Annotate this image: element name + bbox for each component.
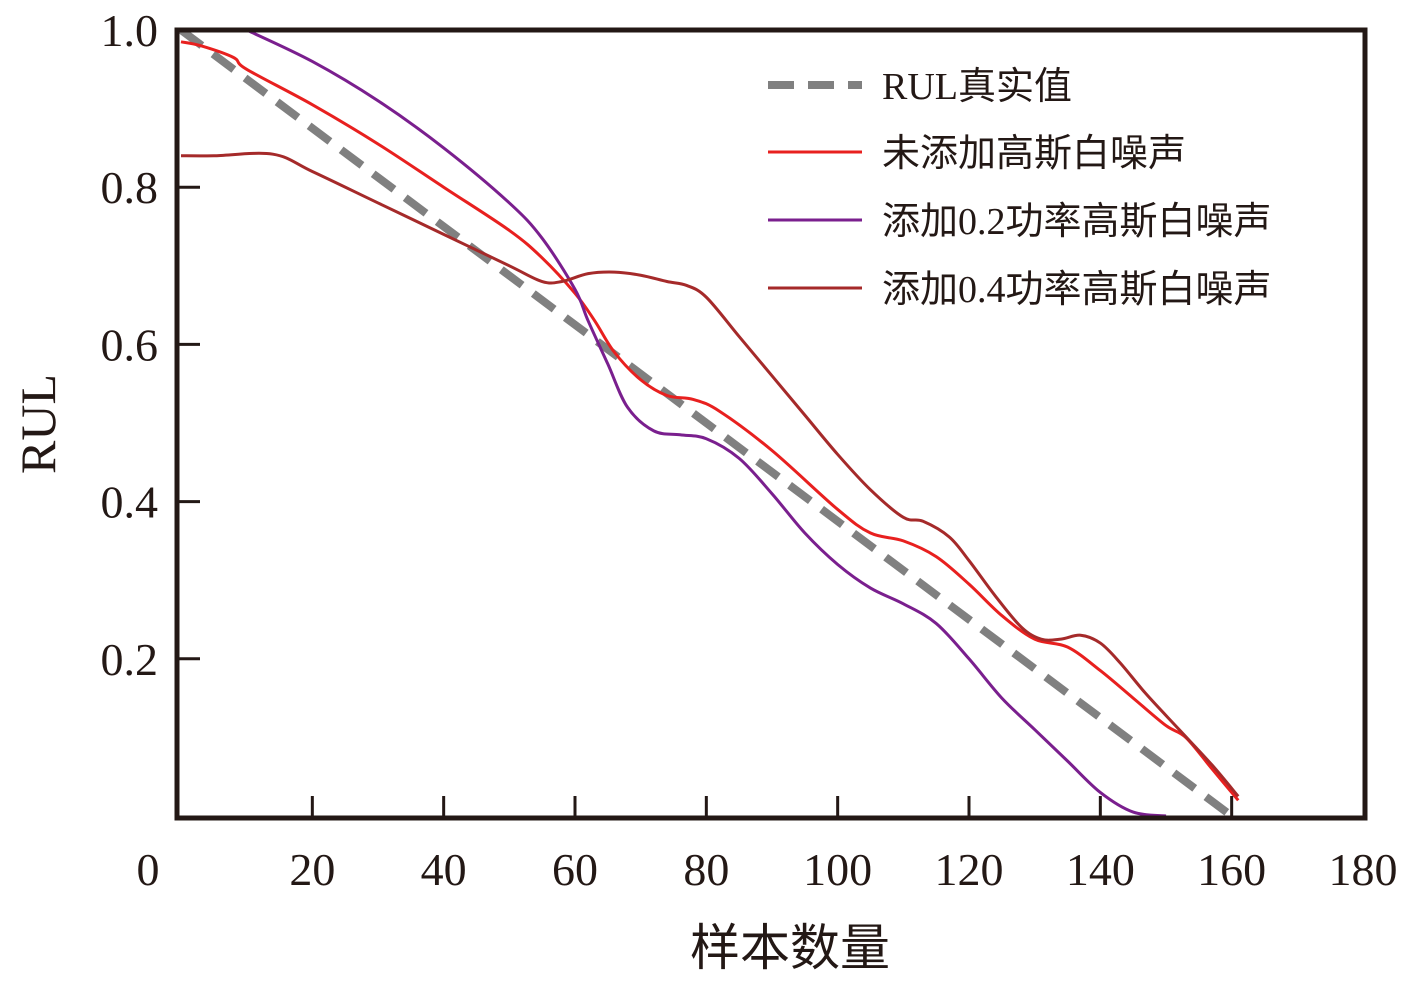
legend-item: 添加0.2功率高斯白噪声	[768, 201, 1272, 243]
x-tick-label: 80	[683, 844, 729, 895]
x-axis-ticks	[310, 796, 1234, 818]
series-line-3	[180, 151, 1240, 798]
x-tick-label: 20	[289, 844, 335, 895]
series-layer	[179, 32, 1240, 816]
x-tick-label: 180	[1329, 844, 1398, 895]
legend-item: 未添加高斯白噪声	[768, 133, 1186, 175]
x-axis-tick-labels: 0 20 40 60 80 100 120 140 160 180	[137, 844, 1398, 895]
legend-item: RUL真实值	[768, 66, 1072, 108]
x-tick-label: 140	[1066, 844, 1135, 895]
y-axis-title: RUL	[10, 374, 66, 474]
x-tick-label: 0	[137, 844, 160, 895]
legend-label: 未添加高斯白噪声	[882, 133, 1186, 175]
series-line-0	[179, 32, 1235, 816]
x-tick-label: 60	[552, 844, 598, 895]
y-tick-label: 0.8	[101, 162, 159, 213]
x-tick-label: 40	[421, 844, 467, 895]
y-tick-label: 0.2	[101, 634, 159, 685]
plot-frame	[174, 27, 1368, 821]
y-tick-label: 0.6	[101, 319, 159, 370]
series-line-1	[180, 40, 1240, 802]
x-tick-label: 100	[803, 844, 872, 895]
legend-label: RUL真实值	[882, 66, 1072, 108]
legend-label: 添加0.4功率高斯白噪声	[882, 269, 1272, 311]
x-tick-label: 160	[1197, 844, 1266, 895]
x-axis-title: 样本数量	[690, 920, 890, 976]
y-tick-label: 1.0	[101, 5, 159, 56]
x-tick-label: 120	[935, 844, 1004, 895]
y-axis-ticks	[177, 185, 200, 661]
legend-label: 添加0.2功率高斯白噪声	[882, 201, 1272, 243]
series-line-2	[247, 32, 1167, 816]
y-axis-tick-labels: 0.2 0.4 0.6 0.8 1.0	[101, 5, 159, 685]
y-tick-label: 0.4	[101, 477, 159, 528]
legend-item: 添加0.4功率高斯白噪声	[768, 269, 1272, 311]
